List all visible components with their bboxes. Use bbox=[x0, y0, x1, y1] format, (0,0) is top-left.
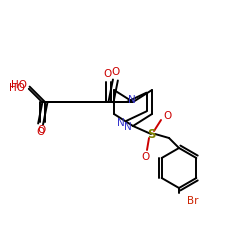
Text: S: S bbox=[147, 128, 155, 140]
Text: O: O bbox=[141, 152, 149, 162]
Text: N: N bbox=[124, 122, 132, 132]
Text: O: O bbox=[111, 67, 120, 77]
Text: HO: HO bbox=[9, 83, 25, 93]
Text: N: N bbox=[128, 95, 136, 105]
Text: Br: Br bbox=[187, 196, 198, 206]
Text: N: N bbox=[117, 118, 125, 128]
Text: O: O bbox=[38, 125, 46, 135]
Text: O: O bbox=[104, 69, 112, 79]
Text: HO: HO bbox=[10, 80, 26, 90]
Text: O: O bbox=[36, 127, 45, 137]
Text: O: O bbox=[163, 111, 171, 121]
